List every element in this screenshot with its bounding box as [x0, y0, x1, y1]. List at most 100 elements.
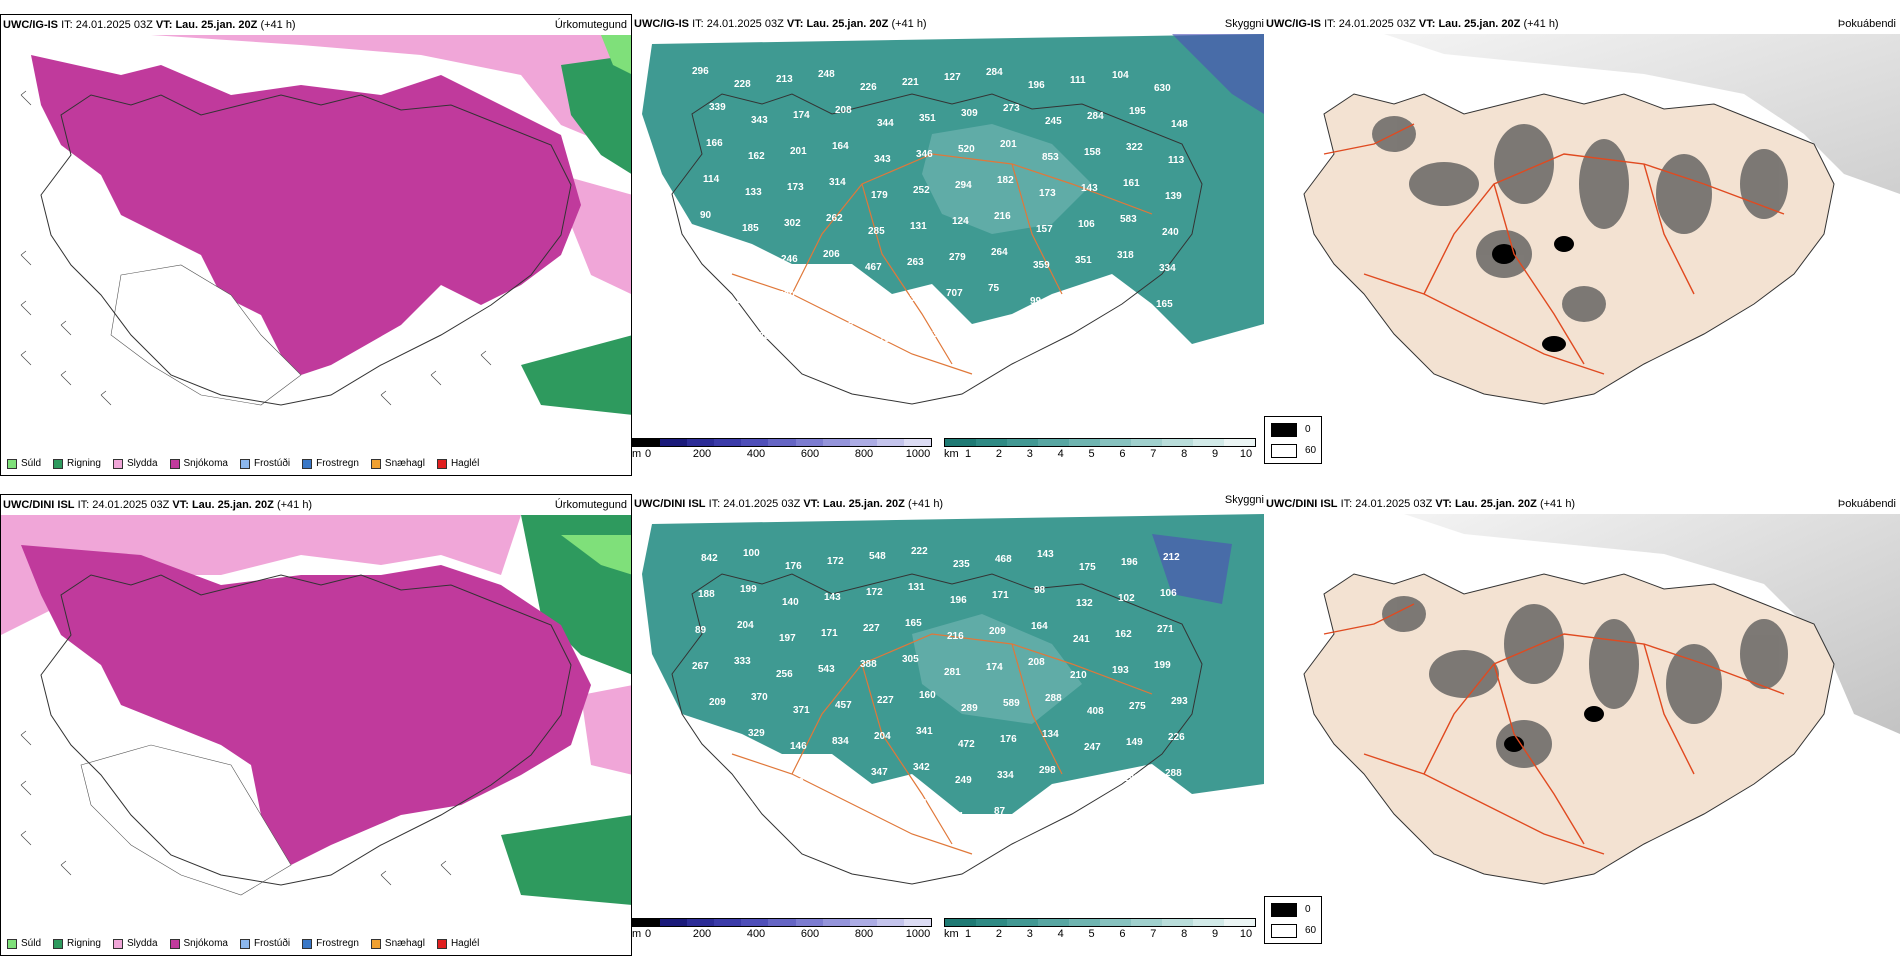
cloud-base-label: 284: [1087, 111, 1104, 122]
cloud-base-label: 289: [961, 703, 978, 714]
lead-time: (+41 h): [260, 19, 296, 31]
vt-label: VT: Lau. 25.jan. 20Z: [803, 498, 905, 510]
legend-swatch: [53, 938, 64, 949]
cloud-base-label: 388: [860, 659, 877, 670]
legend-label: Slydda: [126, 938, 158, 949]
precip-type-panel-row2: UWC/DINI ISL IT: 24.01.2025 03Z VT: Lau.…: [0, 494, 632, 956]
legend-label: Rigning: [67, 938, 101, 949]
colorbar-cell: [1100, 439, 1131, 446]
colorbar-cell: [687, 439, 715, 446]
colorbar-cell: [741, 919, 769, 926]
cloud-base-label: 162: [1115, 629, 1132, 640]
cloud-base-label: 293: [1171, 696, 1188, 707]
cloud-base-label: 197: [779, 633, 796, 644]
colorbar-tick: 10: [1239, 928, 1253, 940]
cloud-base-label: 143: [824, 592, 841, 603]
legend-label: Frostregn: [316, 938, 359, 949]
cloud-base-label: 520: [958, 144, 975, 155]
colorbar-cell: [945, 439, 976, 446]
cloud-base-label: 281: [944, 667, 961, 678]
vt-label: VT: Lau. 25.jan. 20Z: [1435, 498, 1537, 510]
colorbar-cell: [1007, 439, 1038, 446]
cloud-base-label: 853: [1042, 152, 1059, 163]
legend-swatch: [169, 458, 180, 469]
cloud-base-label: 294: [820, 285, 837, 296]
cloud-base-label: 106: [1078, 219, 1095, 230]
colorbar-cell: [945, 919, 976, 926]
cloud-base-label: 457: [835, 700, 852, 711]
cloud-base-label: 113: [1168, 155, 1185, 166]
colorbar-cell: [1162, 919, 1193, 926]
cloud-base-label: 222: [862, 298, 879, 309]
colorbar-cell: [633, 439, 661, 446]
colorbar-cell: [768, 919, 796, 926]
colorbar-cell: [1100, 919, 1131, 926]
cloud-base-label: 173: [1039, 188, 1056, 199]
cloud-base-label: 351: [919, 113, 936, 124]
model-name: UWC/DINI ISL: [1266, 498, 1338, 510]
colorbar-tick: 4: [1057, 928, 1064, 940]
legend-item-frostúði: Frostúði: [239, 458, 290, 469]
cloud-base-label: 334: [1159, 263, 1176, 274]
legend-item-haglél: Haglél: [436, 938, 479, 949]
cloud-panel-row1: UWC/IG-IS IT: 24.01.2025 03Z VT: Lau. 25…: [632, 14, 1264, 476]
colorbar-cell: [849, 439, 877, 446]
colorbar-tick: 1: [964, 448, 972, 460]
cloud-base-label: 114: [703, 174, 720, 185]
cloud-base-label: 146: [790, 741, 807, 752]
cloud-base-label: 256: [776, 669, 793, 680]
cloud-base-label: 305: [902, 654, 919, 665]
legend-swatch: [302, 458, 313, 469]
cloud-base-label: 172: [866, 587, 883, 598]
legend-label: Snjókoma: [183, 938, 228, 949]
cloud-base-label: 472: [958, 739, 975, 750]
colorbar-tick: 200: [692, 928, 712, 940]
legend-swatch: [53, 458, 64, 469]
cloud-base-label: 164: [1031, 621, 1048, 632]
cloud-base-label: 241: [1005, 319, 1022, 330]
cloud-base-label: 343: [751, 115, 768, 126]
legend-label: Frostúði: [253, 938, 291, 949]
it-value: 24.01.2025 03Z: [1338, 18, 1416, 30]
legend-label: Súld: [21, 938, 42, 949]
cloud-base-label: 264: [991, 247, 1008, 258]
legend-swatch: [7, 458, 17, 469]
cloud-base-label: 294: [955, 180, 972, 191]
cloud-base-label: 245: [1045, 116, 1062, 127]
cloud-base-label: 143: [1037, 549, 1054, 560]
it-label: IT:: [708, 498, 721, 510]
cloud-base-label: 90: [700, 210, 712, 221]
cloud-base-label: 131: [908, 582, 925, 593]
cloud-base-label: 216: [947, 631, 964, 642]
cloud-base-label: 174: [986, 662, 1003, 673]
cloud-base-label: 162: [748, 151, 765, 162]
colorbar-cell: [768, 439, 796, 446]
panel-type-label: Úrkomutegund: [554, 499, 627, 511]
cloud-base-label: 175: [1079, 562, 1096, 573]
cloud-base-label: 118: [868, 803, 885, 814]
cloud-base-label: 281: [736, 295, 753, 306]
cloud-base-label: 273: [1003, 103, 1020, 114]
cloud-base-label: 100: [743, 548, 760, 559]
cloud-base-label: 104: [1112, 70, 1129, 81]
cloud-base-label: 157: [1036, 224, 1053, 235]
cloud-base-label: 314: [829, 177, 846, 188]
colorbar-cell: [1162, 439, 1193, 446]
legend-item-rigning: Rigning: [53, 938, 101, 949]
cloud-base-label: 149: [1126, 737, 1143, 748]
cloud-base-label: 322: [1126, 142, 1143, 153]
cloud-panel-row2: UWC/DINI ISL IT: 24.01.2025 03Z VT: Lau.…: [632, 494, 1264, 956]
legend-label: Haglél: [450, 458, 480, 469]
cloud-base-label: 98: [1034, 585, 1046, 596]
legend-item-slydda: Slydda: [112, 458, 158, 469]
model-name: UWC/DINI ISL: [634, 498, 706, 510]
cloud-base-label: 164: [910, 798, 927, 809]
cloud-base-label: 373: [694, 282, 711, 293]
it-value: 24.01.2025 03Z: [706, 18, 784, 30]
cloud-base-label: 166: [706, 138, 723, 149]
cloud-base-label: 226: [1168, 732, 1185, 743]
cloud-base-label: 84: [952, 811, 964, 822]
cloud-base-label: 176: [1000, 734, 1017, 745]
colorbar-cell: [822, 439, 850, 446]
legend-label: Snjókoma: [183, 458, 228, 469]
